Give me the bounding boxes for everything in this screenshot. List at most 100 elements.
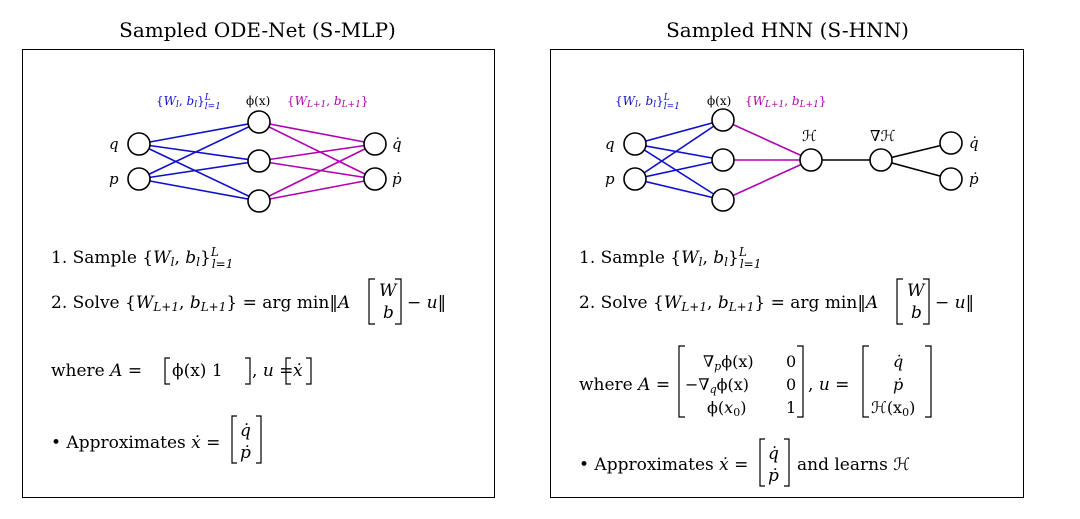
bracket: [797, 345, 804, 418]
output-node-pdot: [939, 167, 963, 191]
shnn-trained-edges: [722, 119, 812, 201]
minus-u: − u‖: [407, 293, 446, 313]
pdot-vec: ṗ: [240, 443, 251, 463]
label-phi-x: ϕ(x): [246, 94, 270, 108]
A-row2: −∇qϕ(x): [685, 375, 749, 396]
matrix-b: b: [911, 303, 922, 323]
edge: [258, 121, 376, 145]
shnn-nodes: [623, 108, 963, 212]
bracket: [759, 438, 765, 487]
bracket: [678, 345, 685, 418]
label-q: q: [109, 135, 119, 153]
approximates: • Approximates ẋ =: [51, 433, 220, 453]
A-row2-zero: 0: [786, 375, 796, 394]
smlp-trained-edges: [258, 121, 376, 202]
bracket: [164, 357, 170, 385]
bracket: [231, 415, 237, 464]
pdot-vec: ṗ: [768, 466, 779, 486]
edge: [722, 119, 812, 161]
and-learns: and learns ℋ: [797, 455, 910, 475]
label-p: p: [605, 170, 615, 188]
label-phi-x: ϕ(x): [707, 94, 731, 108]
minus-u: − u‖: [935, 293, 974, 313]
matrix-bracket-left: [896, 278, 903, 325]
u-row1: q̇: [893, 352, 903, 371]
u-eq: , u =: [808, 375, 849, 395]
edge: [258, 178, 376, 202]
label-q: q: [605, 135, 615, 153]
edge: [634, 143, 724, 201]
hidden-node: [711, 148, 735, 172]
bracket: [256, 415, 262, 464]
u-row3: ℋ(x0): [871, 398, 915, 419]
label-sampled-params: {Wl, bl}L l=1: [615, 93, 680, 112]
edge: [880, 142, 952, 161]
shnn-sampled-edges: [634, 119, 724, 201]
step-solve: 2. Solve {WL+1, bL+1} = arg min‖A: [51, 293, 350, 314]
label-pdot: ṗ: [969, 170, 979, 188]
edge: [634, 159, 724, 180]
hidden-node: [711, 108, 735, 132]
input-node-p: [127, 167, 151, 191]
matrix-b: b: [383, 303, 394, 323]
input-node-p: [623, 167, 647, 191]
edge: [880, 159, 952, 180]
smlp-sampled-edges: [138, 121, 260, 202]
A-row1: ∇pϕ(x): [703, 352, 754, 373]
u-eq: , u =: [252, 361, 293, 381]
where-clause: where A =: [51, 361, 142, 381]
matrix-bracket-right: [395, 278, 402, 325]
qdot-vec: q̇: [768, 444, 779, 464]
hidden-node: [711, 188, 735, 212]
input-node-q: [127, 132, 151, 156]
A-row1-zero: 0: [786, 352, 796, 371]
gradient-node: [869, 148, 893, 172]
edge: [138, 121, 260, 145]
panel-title-shnn: Sampled HNN (S-HNN): [666, 18, 909, 42]
bracket: [862, 345, 869, 418]
where-clause: where A =: [579, 375, 670, 395]
output-node-pdot: [363, 167, 387, 191]
edge: [258, 160, 376, 180]
approximates: • Approximates ẋ =: [579, 455, 748, 475]
smlp-diagram: q p q̇ ṗ ϕ(x) {Wl, bl}L l=1 {WL+1, bL+1} …: [51, 93, 446, 464]
edge: [138, 160, 260, 180]
hidden-node: [247, 189, 271, 213]
A-row3-one: 1: [786, 398, 796, 417]
edge: [138, 143, 260, 202]
hidden-node: [247, 149, 271, 173]
smlp-nodes: [127, 110, 387, 213]
shnn-diagram: q p q̇ ṗ ϕ(x) ℋ ∇ℋ {Wl, bl}L l=1 {WL+1, b…: [579, 93, 979, 487]
label-pdot: ṗ: [392, 170, 402, 188]
edge: [634, 119, 724, 180]
step-sample: 1. Sample {Wl, bl}L l=1: [51, 245, 233, 271]
label-p: p: [109, 170, 119, 188]
bracket: [925, 345, 932, 418]
panel-title-smlp: Sampled ODE-Net (S-MLP): [119, 18, 396, 42]
u-row2: ṗ: [893, 375, 903, 394]
output-node-qdot: [939, 131, 963, 155]
edge: [258, 143, 376, 162]
bracket: [245, 357, 251, 385]
label-hamiltonian: ℋ: [802, 127, 817, 145]
step-sample: 1. Sample {Wl, bl}L l=1: [579, 245, 761, 271]
hidden-node: [247, 110, 271, 134]
matrix-W: W: [907, 281, 926, 301]
hamiltonian-node: [799, 148, 823, 172]
output-node-qdot: [363, 132, 387, 156]
bracket: [285, 357, 291, 385]
edge: [258, 121, 376, 180]
edge: [258, 143, 376, 202]
label-gradient: ∇ℋ: [870, 127, 895, 145]
edge: [138, 121, 260, 180]
A-row3: ϕ(x0): [707, 398, 746, 419]
phi-one: ϕ(x) 1: [172, 361, 223, 381]
edge: [722, 159, 812, 201]
label-trained-params: {WL+1, bL+1}: [745, 94, 826, 110]
edge: [138, 143, 260, 162]
label-qdot: q̇: [392, 135, 402, 153]
input-node-q: [623, 132, 647, 156]
edge: [634, 143, 724, 161]
panel-smlp: q p q̇ ṗ ϕ(x) {Wl, bl}L l=1 {WL+1, bL+1} …: [22, 49, 495, 498]
edge: [138, 178, 260, 202]
